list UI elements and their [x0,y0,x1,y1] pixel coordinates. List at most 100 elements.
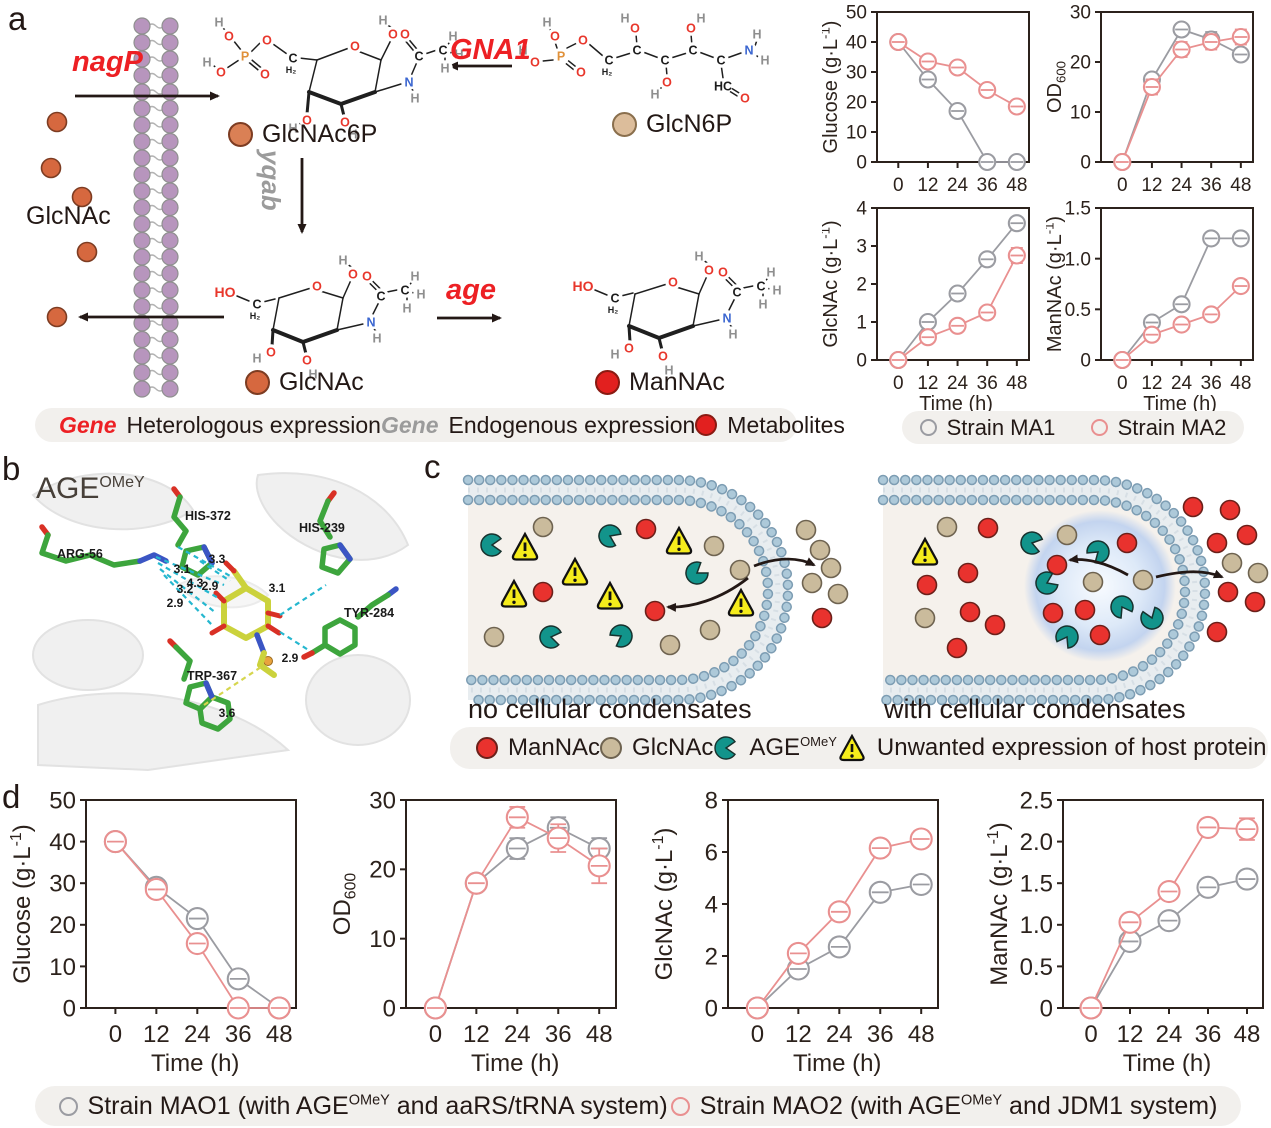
hbond-dashes [155,546,327,706]
svg-text:0: 0 [1080,153,1091,174]
svg-text:3.1: 3.1 [269,581,286,595]
mannac-dot-icon [977,517,999,539]
svg-text:H: H [202,56,211,70]
svg-text:10: 10 [846,123,867,144]
svg-text:O: O [624,342,634,356]
glcnac-dot-icon [699,619,721,641]
glcnac-dot-icon [936,516,958,538]
svg-text:H: H [308,368,317,382]
glcnac-dot-icon [827,583,849,605]
svg-text:O: O [348,268,358,282]
svg-text:HC: HC [714,80,732,94]
svg-text:O: O [312,280,322,294]
glcnac-dot-icon [809,539,831,561]
svg-text:ManNAc (g·L-1): ManNAc (g·L-1) [1046,216,1066,352]
svg-text:0: 0 [63,995,76,1022]
warning-icon [561,556,589,586]
svg-text:12: 12 [1117,1021,1144,1048]
svg-text:30: 30 [369,787,396,814]
svg-text:H: H [610,348,619,362]
glcnac-dot-icon [729,559,751,581]
pacman-icon [1035,571,1059,595]
svg-text:O: O [550,30,560,44]
svg-text:N: N [744,44,753,58]
svg-text:H: H [348,128,357,142]
glcnac-dot-icon [820,557,842,579]
svg-text:O: O [362,270,372,284]
svg-text:H: H [378,14,387,28]
svg-text:0: 0 [751,1021,764,1048]
svg-text:20: 20 [49,912,76,939]
mannac-dot-icon [811,607,833,629]
glcnac-dot-icon [795,519,817,541]
svg-text:0: 0 [856,153,867,174]
metabolite-dot-icon [695,414,718,436]
svg-text:H: H [518,44,527,58]
warning-icon [596,580,624,610]
svg-text:O: O [302,354,312,368]
pacman-icon [480,533,503,557]
strain-ma1-marker-icon [919,419,937,436]
mannac-dot-icon [635,518,657,540]
svg-text:2.9: 2.9 [167,596,184,610]
svg-text:48: 48 [266,1021,293,1048]
svg-text:H: H [758,298,767,312]
svg-text:4: 4 [705,891,718,918]
svg-text:H₂: H₂ [250,311,261,321]
strain-mao-legend: Strain MAO1 (with AGEOMeY and aaRS/tRNA … [35,1086,1241,1126]
svg-text:C: C [252,298,261,312]
svg-text:H: H [288,122,297,136]
svg-text:36: 36 [225,1021,252,1048]
svg-text:10: 10 [49,954,76,981]
chart-d-glucose: 0 10 20 30 40 50 0 12 24 36 48 Glucose (g·L-1) Time … [8,787,297,1077]
svg-text:2.5: 2.5 [1020,787,1053,814]
svg-text:H₂: H₂ [286,65,297,75]
strain-ma2-marker-icon [1090,419,1108,436]
svg-text:48: 48 [1230,373,1251,394]
svg-text:4.3: 4.3 [187,576,204,590]
svg-text:TYR-284: TYR-284 [344,606,394,620]
svg-text:48: 48 [1006,175,1027,196]
svg-text:50: 50 [49,787,76,814]
svg-text:0.5: 0.5 [1065,300,1091,321]
svg-text:48: 48 [1006,373,1027,394]
panel-a-label: a [8,0,27,37]
svg-text:0: 0 [856,351,867,372]
glcnac-extracellular-label: GlcNAc [26,202,111,230]
svg-text:ManNAc (g·L-1): ManNAc (g·L-1) [985,822,1013,985]
svg-text:12: 12 [463,1021,490,1048]
mannac-dot-icon [916,574,938,596]
glcnac-dot-icon [1132,569,1154,591]
glcnac-legend-icon [600,737,623,759]
svg-text:36: 36 [1195,1021,1222,1048]
svg-text:3.3: 3.3 [209,552,226,566]
mannac-dot-icon [1182,496,1204,518]
panel-c-label: c [424,448,441,485]
mannac-tag: ManNAc [595,368,725,397]
svg-text:48: 48 [1230,175,1251,196]
warning-icon [911,536,939,566]
svg-text:3.2: 3.2 [177,582,194,596]
gene-GNA1-label: GNA1 [450,34,531,66]
svg-text:C: C [414,50,423,64]
svg-text:O: O [740,92,750,106]
svg-text:4: 4 [856,199,867,220]
svg-text:C: C [438,44,447,58]
mannac-dot-icon [1089,624,1111,646]
svg-text:O: O [302,114,312,128]
svg-text:48: 48 [908,1021,935,1048]
svg-text:10: 10 [1070,103,1091,124]
svg-text:40: 40 [49,829,76,856]
gene-legend: Gene Heterologous expression Gene Endoge… [35,408,845,442]
svg-text:0: 0 [1117,373,1128,394]
chart-a-od600: 0 10 20 30 0 12 24 36 48 OD600 [1046,3,1254,196]
strain-mao2-marker-icon [670,1096,690,1116]
svg-text:3.6: 3.6 [219,706,236,720]
mannac-legend-icon [476,737,498,759]
svg-text:20: 20 [846,93,867,114]
svg-text:48: 48 [586,1021,613,1048]
